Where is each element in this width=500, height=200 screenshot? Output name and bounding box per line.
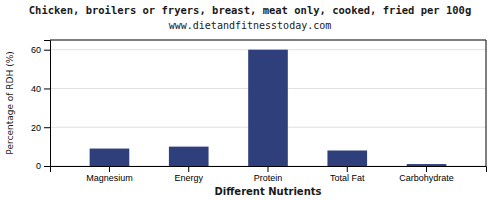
x-tick-mark	[268, 166, 269, 172]
x-tick: Energy	[174, 166, 203, 183]
x-tick-mark	[426, 166, 427, 172]
y-tick-label: 40	[31, 84, 41, 94]
y-tick: 20	[31, 123, 50, 133]
subtitle: www.dietandfitnesstoday.com	[169, 20, 332, 31]
y-tick: 60	[31, 45, 50, 55]
x-tick-label: Carbohydrate	[399, 173, 454, 183]
x-axis: Magnesium Energy Protein Total Fat Carbohydr…	[51, 166, 487, 183]
x-tick-label: Energy	[174, 173, 203, 183]
x-tick-label: Magnesium	[86, 173, 133, 183]
bar	[90, 149, 130, 166]
y-tick-label: 60	[31, 45, 41, 55]
bar	[169, 147, 209, 166]
y-tick-label: 0	[36, 161, 41, 171]
plot: 0 20 40 60 Magnesium Energy Protein Total Fat Ca…	[31, 40, 487, 183]
y-axis-title: Percentage of RDH (%)	[5, 51, 15, 154]
y-tick-mark	[44, 88, 50, 89]
grid	[50, 50, 486, 166]
x-tick-mark	[109, 166, 110, 172]
chart: Chicken, broilers or fryers, breast, mea…	[0, 0, 500, 200]
x-tick: Carbohydrate	[399, 166, 454, 183]
y-tick-mark	[44, 127, 50, 128]
y-tick-mark	[44, 166, 50, 167]
x-tick: Magnesium	[86, 166, 133, 183]
title: Chicken, broilers or fryers, breast, mea…	[29, 4, 472, 16]
x-axis-line	[51, 167, 487, 173]
y-axis-line	[44, 41, 51, 167]
bar	[407, 164, 447, 166]
bar	[248, 50, 288, 166]
y-tick-label: 20	[31, 123, 41, 133]
x-tick-mark	[347, 166, 348, 172]
x-tick-label: Protein	[254, 173, 283, 183]
y-tick: 0	[36, 161, 50, 171]
x-tick: Protein	[254, 166, 283, 183]
plot-frame	[50, 40, 486, 166]
bar	[327, 150, 367, 166]
y-tick: 40	[31, 84, 50, 94]
x-axis-title: Different Nutrients	[215, 186, 322, 197]
y-tick-mark	[44, 50, 50, 51]
y-axis: 0 20 40 60	[31, 41, 51, 172]
x-tick-label: Total Fat	[330, 173, 365, 183]
x-tick-mark	[188, 166, 189, 172]
bars	[90, 50, 447, 166]
x-tick: Total Fat	[330, 166, 365, 183]
